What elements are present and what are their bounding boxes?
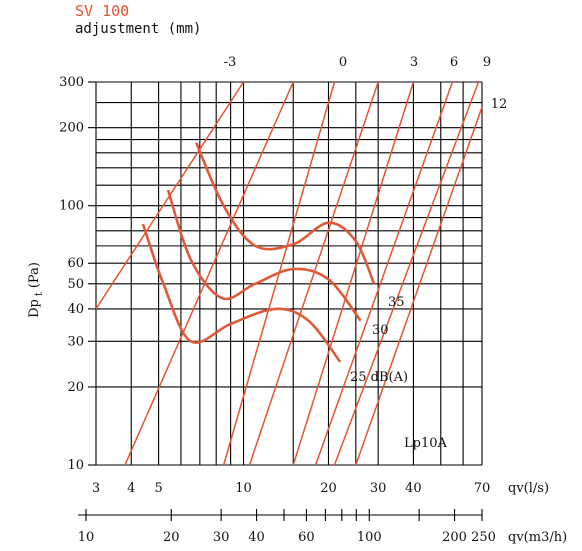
noise-curve-label: 35 — [388, 295, 405, 310]
adjustment-label: 3 — [410, 55, 418, 70]
noise-curve — [166, 189, 362, 322]
x2-tick-label: 30 — [213, 530, 230, 545]
y-tick-label: 200 — [59, 121, 84, 136]
y-tick-label: 60 — [67, 256, 84, 271]
y-tick-label: 100 — [59, 199, 84, 214]
y-tick-label: 50 — [67, 277, 84, 292]
y-axis-label: Dpt(Pa) — [27, 262, 45, 318]
x-tick-label: 10 — [235, 481, 252, 496]
x-tick-label: 5 — [154, 481, 162, 496]
adjustment-label: 0 — [339, 55, 347, 70]
adjustment-line — [248, 81, 379, 466]
x-tick-label: 4 — [127, 481, 135, 496]
x-tick-label: 3 — [92, 481, 100, 496]
x-tick-label: 70 — [474, 481, 491, 496]
y-tick-label: 40 — [67, 302, 84, 317]
chart-subtitle: adjustment (mm) — [75, 21, 201, 37]
y-tick-label: 20 — [67, 380, 84, 395]
y-tick-label: 300 — [59, 75, 84, 90]
y-tick-label: 10 — [67, 458, 84, 473]
x2-tick-label: 40 — [248, 530, 265, 545]
adjustment-label: 9 — [483, 55, 491, 70]
x-axis-label: qv(l/s) — [508, 481, 549, 496]
noise-curve — [195, 142, 376, 285]
adjustment-line — [124, 81, 294, 466]
adjustment-label: 6 — [450, 55, 458, 70]
adjustment-line — [292, 81, 415, 466]
x-tick-label: 30 — [370, 481, 387, 496]
x2-tick-label: 10 — [78, 530, 95, 545]
x2-tick-label: 100 — [357, 530, 382, 545]
x2-tick-label: 200 250 — [442, 530, 496, 545]
chart-title: SV 100 — [75, 2, 129, 20]
adjustment-line — [333, 81, 480, 466]
plot-grid — [78, 81, 483, 521]
y-tick-label: 30 — [67, 334, 84, 349]
noise-curves — [141, 142, 376, 363]
x-tick-label: 40 — [405, 481, 422, 496]
x2-tick-label: 20 — [163, 530, 180, 545]
adjustment-line — [314, 81, 454, 466]
annotation-lp10a: Lp10A — [404, 436, 447, 451]
adjustment-label: -3 — [224, 55, 237, 70]
x-tick-label: 20 — [320, 481, 337, 496]
adjustment-line — [355, 106, 483, 466]
x2-tick-label: 60 — [298, 530, 315, 545]
noise-curve — [141, 223, 342, 363]
adjustment-label: 12 — [491, 97, 508, 112]
adjustment-lines — [95, 81, 483, 466]
noise-curve-label: 30 — [372, 323, 389, 338]
noise-curve-label: 25 dB(A) — [350, 370, 408, 385]
x2-axis-label: qv(m3/h) — [508, 530, 567, 545]
